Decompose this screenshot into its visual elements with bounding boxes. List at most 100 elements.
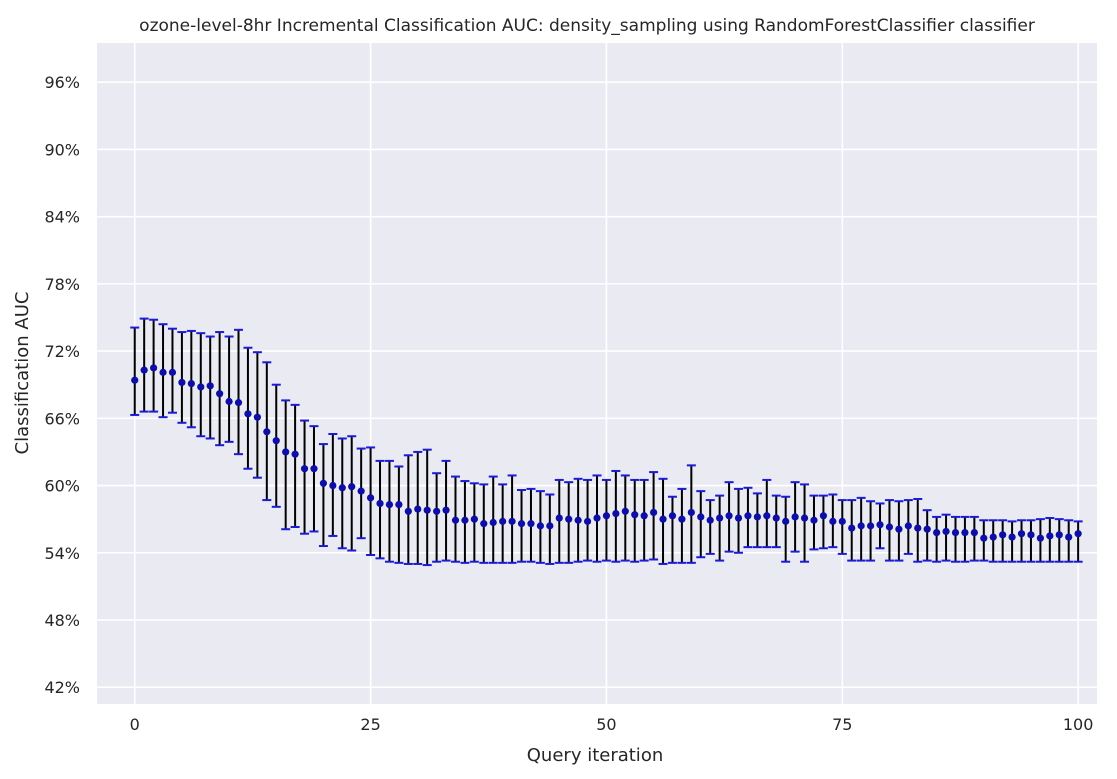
data-point — [385, 500, 394, 509]
data-point — [329, 481, 337, 490]
data-point — [216, 390, 224, 398]
data-point — [668, 512, 677, 520]
y-tick-label: 72% — [44, 342, 80, 361]
data-point — [1065, 533, 1073, 541]
data-point — [404, 507, 412, 515]
x-tick-labels: 0 25 50 75 100 — [130, 715, 1094, 734]
data-point — [1055, 531, 1063, 539]
data-point — [678, 515, 686, 523]
data-point — [376, 499, 384, 508]
data-point — [357, 487, 365, 495]
data-point — [621, 507, 629, 515]
data-point — [244, 410, 252, 418]
data-point — [800, 514, 809, 522]
data-point — [395, 500, 403, 509]
data-point — [442, 506, 450, 514]
data-point — [159, 368, 167, 376]
data-point — [942, 527, 950, 536]
data-point — [612, 509, 620, 518]
data-point — [980, 534, 988, 542]
data-point — [716, 514, 724, 522]
data-point — [933, 528, 941, 537]
data-point — [348, 483, 356, 491]
data-point — [876, 521, 884, 529]
chart-title: ozone-level-8hr Incremental Classificati… — [139, 16, 1035, 36]
data-point — [583, 517, 592, 525]
data-point — [253, 413, 261, 421]
data-point — [593, 514, 601, 522]
data-point — [197, 383, 205, 391]
data-point — [546, 522, 554, 530]
data-point — [782, 517, 790, 525]
y-tick-label: 96% — [44, 73, 80, 92]
data-point — [951, 528, 960, 537]
x-tick-label: 25 — [360, 715, 380, 734]
data-point — [565, 515, 573, 523]
data-point — [763, 512, 771, 520]
y-axis-label: Classification AUC — [12, 292, 33, 455]
data-point — [536, 522, 544, 530]
data-point — [659, 515, 667, 523]
data-point — [291, 450, 299, 458]
data-point — [338, 484, 346, 492]
data-point — [829, 517, 837, 525]
data-points — [131, 364, 1082, 542]
data-point — [857, 522, 865, 530]
data-point — [206, 382, 214, 390]
data-point — [725, 512, 733, 520]
data-point — [848, 524, 856, 532]
data-point — [961, 528, 969, 537]
data-point — [631, 511, 639, 519]
data-point — [310, 465, 318, 473]
data-point — [461, 516, 469, 524]
data-point — [150, 364, 158, 372]
data-point — [1046, 532, 1054, 540]
data-point — [810, 516, 818, 524]
data-point — [914, 524, 922, 532]
data-point — [1074, 530, 1082, 538]
data-point — [744, 512, 752, 520]
data-point — [187, 379, 195, 388]
data-point — [838, 517, 846, 525]
grid — [97, 43, 1097, 704]
data-point — [999, 531, 1007, 539]
data-point — [697, 513, 705, 521]
y-tick-label: 54% — [44, 544, 80, 563]
data-point — [433, 507, 441, 515]
data-point — [1036, 534, 1044, 542]
data-point — [480, 520, 488, 528]
data-point — [140, 366, 148, 374]
data-point — [300, 465, 309, 473]
x-tick-label: 0 — [130, 715, 140, 734]
y-tick-label: 90% — [44, 140, 80, 159]
data-point — [131, 376, 139, 384]
data-point — [319, 479, 328, 487]
data-point — [234, 399, 243, 407]
data-point — [178, 378, 186, 387]
data-point — [1027, 531, 1035, 539]
data-point — [970, 528, 978, 537]
data-point — [1008, 533, 1016, 541]
data-point — [451, 516, 460, 524]
plot-background — [97, 43, 1097, 704]
x-axis-label: Query iteration — [527, 745, 663, 766]
data-point — [423, 506, 431, 514]
data-point — [602, 512, 611, 520]
data-point — [414, 505, 422, 513]
y-tick-label: 42% — [44, 678, 80, 697]
data-point — [272, 437, 280, 445]
data-point — [734, 514, 743, 522]
x-tick-label: 50 — [596, 715, 616, 734]
data-point — [819, 512, 828, 520]
data-point — [366, 494, 375, 502]
y-tick-label: 60% — [44, 477, 80, 496]
x-tick-label: 75 — [832, 715, 852, 734]
data-point — [989, 533, 997, 541]
data-point — [225, 397, 233, 406]
data-point — [517, 520, 526, 528]
data-point — [527, 520, 535, 528]
data-point — [791, 513, 799, 521]
data-point — [640, 512, 648, 520]
data-point — [489, 518, 497, 527]
